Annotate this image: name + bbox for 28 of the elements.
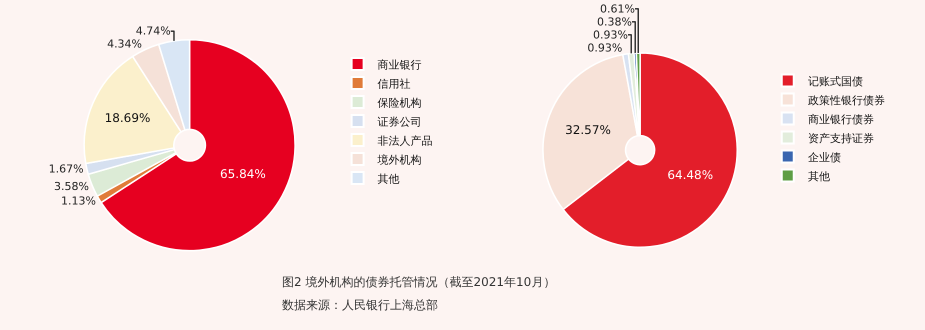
- data-label: 32.57%: [565, 123, 611, 138]
- data-label: 0.93%: [587, 41, 622, 54]
- legend-label: 其他: [378, 172, 400, 186]
- legend-label: 资产支持证券: [808, 132, 878, 145]
- data-label: 18.69%: [104, 110, 150, 125]
- data-label: 64.48%: [667, 168, 714, 182]
- data-label: 0.38%: [597, 15, 632, 28]
- data-label: 65.84%: [220, 167, 266, 182]
- legend-label: 非法人产品: [378, 134, 433, 148]
- text: 图2 境外机构的债券托管情况（截至2021年10月）: [282, 275, 556, 289]
- data-label: 1.67%: [48, 162, 84, 176]
- legend-label: 政策性银行债券: [808, 94, 888, 107]
- legend-label: 商业银行: [378, 58, 422, 72]
- legend-label: 其他: [808, 170, 834, 183]
- legend-label: 商业银行债券: [808, 112, 878, 126]
- data-label: 1.13%: [60, 194, 96, 208]
- data-label: 3.58%: [54, 180, 89, 193]
- legend-label: 信用社: [378, 77, 411, 90]
- data-label: 0.93%: [593, 28, 628, 42]
- data-label: 4.74%: [136, 24, 171, 38]
- legend-label: 证券公司: [378, 115, 422, 128]
- source-note: 数据来源：人民银行上海总部: [282, 298, 438, 312]
- legend-label: 境外机构: [376, 153, 422, 166]
- data-label: 4.34%: [107, 38, 142, 51]
- legend-label: 记账式国债: [808, 74, 866, 88]
- data-label: 0.61%: [600, 2, 635, 16]
- legend-label: 企业债: [808, 150, 844, 164]
- legend-label: 保险机构: [378, 96, 422, 110]
